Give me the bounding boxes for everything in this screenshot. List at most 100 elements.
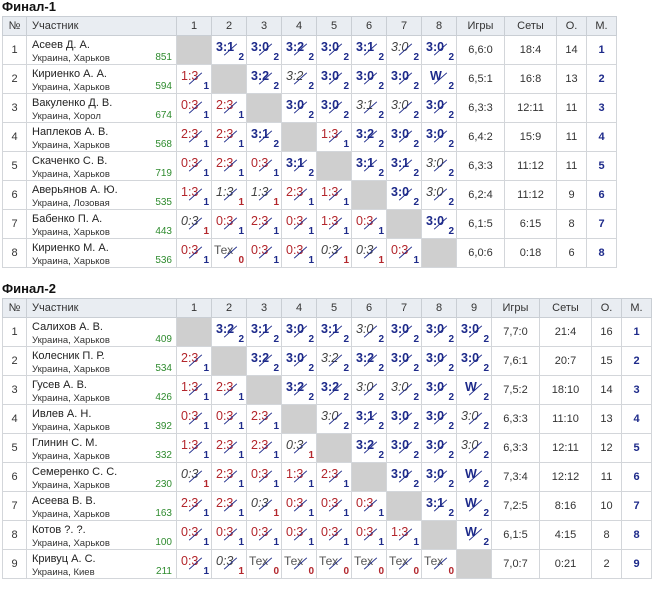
match-result-cell[interactable]: 3:0 2 [281, 317, 317, 347]
match-result-cell[interactable]: 3:1 2 [351, 404, 387, 434]
match-result-cell[interactable]: 3:2 2 [351, 346, 387, 376]
match-result-cell[interactable]: 0:3 1 [176, 151, 212, 181]
match-result-cell[interactable]: 1:3 1 [176, 433, 212, 463]
match-result-cell[interactable]: Тех 0 [246, 549, 282, 579]
match-result-cell[interactable]: 3:2 2 [281, 375, 317, 405]
player-name[interactable]: Вакуленко Д. В. [32, 97, 113, 109]
match-result-cell[interactable]: 3:1 2 [421, 491, 457, 521]
player-name[interactable]: Ивлев А. Н. [32, 408, 92, 420]
match-result-cell[interactable]: 0:3 1 [386, 238, 422, 268]
match-result-cell[interactable]: 0:3 1 [246, 151, 282, 181]
match-result-cell[interactable]: 1:3 1 [176, 180, 212, 210]
match-result-cell[interactable]: 3:0 2 [421, 151, 457, 181]
match-result-cell[interactable]: 3:0 2 [421, 462, 457, 492]
player-name[interactable]: Скаченко С. В. [32, 155, 108, 167]
match-result-cell[interactable]: 0:3 1 [176, 93, 212, 123]
match-result-cell[interactable]: 0:3 1 [351, 238, 387, 268]
match-result-cell[interactable]: 0:3 1 [176, 238, 212, 268]
match-result-cell[interactable]: 3:2 2 [281, 35, 317, 65]
match-result-cell[interactable]: 0:3 1 [176, 462, 212, 492]
match-result-cell[interactable]: 0:3 1 [176, 520, 212, 550]
match-result-cell[interactable]: 2:3 1 [176, 122, 212, 152]
player-name[interactable]: Аверьянов А. Ю. [32, 184, 118, 196]
player-name[interactable]: Асеев Д. А. [32, 39, 90, 51]
match-result-cell[interactable]: 3:1 2 [316, 317, 352, 347]
match-result-cell[interactable]: 3:0 2 [421, 209, 457, 239]
match-result-cell[interactable]: 0:3 1 [176, 209, 212, 239]
match-result-cell[interactable]: 0:3 1 [211, 520, 247, 550]
match-result-cell[interactable]: 3:0 2 [386, 64, 422, 94]
match-result-cell[interactable]: 3:0 2 [386, 346, 422, 376]
match-result-cell[interactable]: Тех 0 [281, 549, 317, 579]
match-result-cell[interactable]: 2:3 1 [246, 433, 282, 463]
match-result-cell[interactable]: 3:0 2 [421, 404, 457, 434]
match-result-cell[interactable]: 2:3 1 [281, 180, 317, 210]
match-result-cell[interactable]: 3:0 2 [421, 35, 457, 65]
match-result-cell[interactable]: 1:3 1 [176, 64, 212, 94]
match-result-cell[interactable]: 3:0 2 [316, 35, 352, 65]
match-result-cell[interactable]: 3:1 2 [351, 151, 387, 181]
match-result-cell[interactable]: 1:3 1 [316, 122, 352, 152]
player-name[interactable]: Салихов А. В. [32, 321, 103, 333]
match-result-cell[interactable]: 2:3 1 [176, 346, 212, 376]
match-result-cell[interactable]: 3:2 2 [281, 64, 317, 94]
match-result-cell[interactable]: 3:0 2 [386, 433, 422, 463]
match-result-cell[interactable]: 0:3 1 [246, 520, 282, 550]
match-result-cell[interactable]: 3:1 2 [281, 151, 317, 181]
match-result-cell[interactable]: 1:3 1 [386, 520, 422, 550]
player-name[interactable]: Асеева В. В. [32, 495, 96, 507]
match-result-cell[interactable]: 3:0 2 [421, 180, 457, 210]
match-result-cell[interactable]: 3:0 2 [316, 404, 352, 434]
match-result-cell[interactable]: 2:3 1 [316, 462, 352, 492]
match-result-cell[interactable]: 0:3 1 [176, 404, 212, 434]
match-result-cell[interactable]: 3:0 2 [281, 346, 317, 376]
match-result-cell[interactable]: 3:1 2 [211, 35, 247, 65]
match-result-cell[interactable]: 0:3 1 [316, 520, 352, 550]
match-result-cell[interactable]: 3:2 2 [211, 317, 247, 347]
match-result-cell[interactable]: 2:3 1 [211, 375, 247, 405]
match-result-cell[interactable]: 3:0 2 [386, 317, 422, 347]
match-result-cell[interactable]: 1:3 1 [246, 180, 282, 210]
match-result-cell[interactable]: 3:2 2 [246, 64, 282, 94]
match-result-cell[interactable]: 1:3 1 [211, 180, 247, 210]
match-result-cell[interactable]: 0:3 1 [316, 491, 352, 521]
player-name[interactable]: Кривуц А. С. [32, 553, 96, 565]
match-result-cell[interactable]: 0:3 1 [281, 433, 317, 463]
match-result-cell[interactable]: 3:0 2 [316, 64, 352, 94]
match-result-cell[interactable]: 3:0 2 [351, 64, 387, 94]
match-result-cell[interactable]: 3:0 2 [456, 317, 492, 347]
match-result-cell[interactable]: 3:0 2 [386, 180, 422, 210]
match-result-cell[interactable]: Тех 0 [211, 238, 247, 268]
player-name[interactable]: Глинин С. М. [32, 437, 98, 449]
match-result-cell[interactable]: 2:3 1 [211, 491, 247, 521]
match-result-cell[interactable]: 0:3 1 [211, 209, 247, 239]
match-result-cell[interactable]: 2:3 1 [246, 209, 282, 239]
player-name[interactable]: Бабенко П. А. [32, 213, 103, 225]
match-result-cell[interactable]: 0:3 1 [211, 549, 247, 579]
player-name[interactable]: Наплеков А. В. [32, 126, 109, 138]
match-result-cell[interactable]: Тех 0 [316, 549, 352, 579]
match-result-cell[interactable]: 3:1 2 [246, 317, 282, 347]
match-result-cell[interactable]: 2:3 1 [176, 491, 212, 521]
match-result-cell[interactable]: 3:0 2 [386, 404, 422, 434]
match-result-cell[interactable]: 3:0 2 [386, 462, 422, 492]
match-result-cell[interactable]: 2:3 1 [211, 462, 247, 492]
player-name[interactable]: Семеренко С. С. [32, 466, 118, 478]
match-result-cell[interactable]: 0:3 1 [211, 404, 247, 434]
match-result-cell[interactable]: 3:0 2 [386, 93, 422, 123]
match-result-cell[interactable]: 3:0 2 [456, 433, 492, 463]
match-result-cell[interactable]: 0:3 1 [246, 491, 282, 521]
match-result-cell[interactable]: 3:0 2 [456, 346, 492, 376]
match-result-cell[interactable]: 3:0 2 [316, 93, 352, 123]
match-result-cell[interactable]: 0:3 1 [176, 549, 212, 579]
match-result-cell[interactable]: Тех 0 [386, 549, 422, 579]
player-name[interactable]: Колесник П. Р. [32, 350, 105, 362]
match-result-cell[interactable]: 1:3 1 [281, 462, 317, 492]
match-result-cell[interactable]: 0:3 1 [351, 209, 387, 239]
match-result-cell[interactable]: 0:3 1 [281, 238, 317, 268]
player-name[interactable]: Гусев А. В. [32, 379, 87, 391]
match-result-cell[interactable]: 0:3 1 [281, 209, 317, 239]
player-name[interactable]: Кириенко М. А. [32, 242, 109, 254]
